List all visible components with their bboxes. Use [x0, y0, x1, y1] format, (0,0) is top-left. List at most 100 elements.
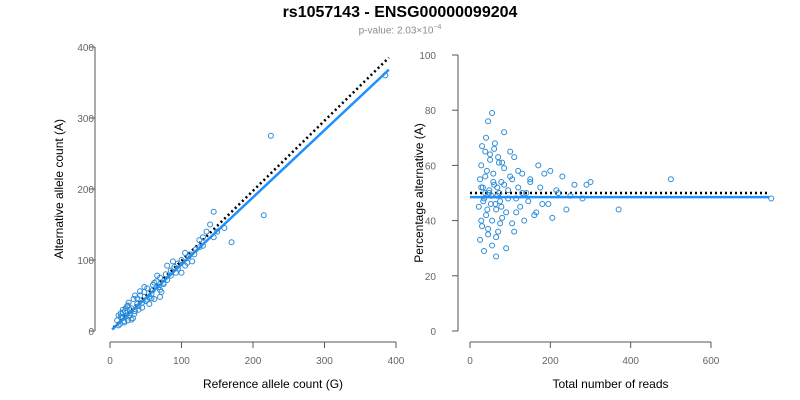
- x-tick-label: 100: [173, 356, 190, 367]
- data-point: [579, 195, 586, 202]
- data-point: [559, 173, 566, 180]
- data-point: [260, 212, 267, 219]
- y-axis-label: Percentage alternative (A): [412, 123, 426, 262]
- data-point: [495, 159, 502, 166]
- data-point: [199, 234, 206, 241]
- data-point: [187, 251, 194, 258]
- page-subtitle: p-value: 2.03×10−4: [0, 24, 800, 36]
- data-point: [382, 72, 389, 79]
- data-point: [481, 195, 488, 202]
- data-point: [115, 322, 122, 329]
- y-tick-label: 400: [77, 43, 94, 54]
- x-tick-label: 0: [107, 356, 113, 367]
- y-tick-label: 20: [425, 272, 437, 283]
- x-tick-label: 300: [316, 356, 333, 367]
- data-point: [513, 195, 520, 202]
- data-point: [480, 198, 487, 205]
- subtitle-exponent: −4: [433, 24, 442, 31]
- data-point: [478, 184, 485, 191]
- data-point: [487, 201, 494, 208]
- data-point: [482, 148, 489, 155]
- data-point: [539, 201, 546, 208]
- x-tick-label: 400: [622, 356, 639, 367]
- data-point: [139, 304, 146, 311]
- data-point: [485, 225, 492, 232]
- y-tick-label: 100: [419, 51, 436, 62]
- data-point: [537, 184, 544, 191]
- y-tick-label: 0: [430, 327, 436, 338]
- data-point: [486, 187, 493, 194]
- data-point: [509, 220, 516, 227]
- data-point: [501, 181, 508, 188]
- data-point: [519, 190, 526, 196]
- data-point: [178, 257, 185, 263]
- data-point: [127, 306, 134, 313]
- data-point: [485, 231, 492, 238]
- data-point: [151, 296, 158, 303]
- data-point: [489, 109, 496, 116]
- data-point: [207, 221, 214, 228]
- data-point: [164, 276, 171, 283]
- data-point: [495, 154, 502, 161]
- data-point: [507, 148, 514, 155]
- data-point: [189, 258, 196, 265]
- data-point: [615, 206, 622, 213]
- data-point: [513, 209, 520, 216]
- data-point: [527, 178, 534, 185]
- data-point: [160, 281, 167, 288]
- data-point: [478, 162, 485, 169]
- data-point: [128, 305, 135, 312]
- data-point: [172, 269, 179, 276]
- data-point: [501, 165, 508, 172]
- data-point: [482, 190, 489, 196]
- data-point: [169, 258, 176, 265]
- data-point: [768, 195, 775, 202]
- data-point: [495, 228, 502, 235]
- data-point: [491, 145, 498, 152]
- data-point: [221, 225, 228, 232]
- data-point: [148, 295, 155, 302]
- data-point: [511, 154, 518, 161]
- data-point: [490, 178, 497, 185]
- data-point: [475, 203, 482, 210]
- data-point: [134, 295, 141, 302]
- data-point: [493, 206, 500, 213]
- data-point: [487, 156, 494, 163]
- data-point: [499, 214, 506, 221]
- data-point: [549, 214, 556, 221]
- data-point: [121, 318, 128, 325]
- data-point: [267, 132, 274, 139]
- data-point: [483, 167, 490, 174]
- data-point: [498, 203, 505, 210]
- data-point: [503, 245, 510, 252]
- x-tick-label: 200: [245, 356, 262, 367]
- data-point: [477, 176, 484, 183]
- x-axis-label: Reference allele count (G): [203, 377, 343, 391]
- data-point: [167, 272, 174, 279]
- data-point: [489, 242, 496, 249]
- data-point: [144, 285, 151, 292]
- subtitle-text: p-value: 2.03×10: [358, 25, 434, 37]
- data-point: [142, 298, 149, 305]
- data-point: [541, 170, 548, 177]
- fit-line: [111, 68, 390, 331]
- data-point: [501, 129, 508, 136]
- data-point: [164, 262, 171, 269]
- data-point: [505, 187, 512, 194]
- data-point: [479, 143, 486, 150]
- data-point: [553, 187, 560, 194]
- data-point: [117, 313, 124, 320]
- data-point: [521, 217, 528, 224]
- data-point: [214, 228, 221, 235]
- data-point: [485, 118, 492, 125]
- data-point: [509, 176, 516, 183]
- plot-panel-right: 0 20 40 60 80 100 0 200 400 600 Total number of re…: [412, 51, 775, 391]
- data-point: [545, 201, 552, 208]
- data-point: [228, 239, 235, 246]
- data-point: [482, 173, 489, 180]
- data-point: [535, 162, 542, 169]
- data-point: [499, 159, 506, 166]
- data-point: [527, 176, 534, 183]
